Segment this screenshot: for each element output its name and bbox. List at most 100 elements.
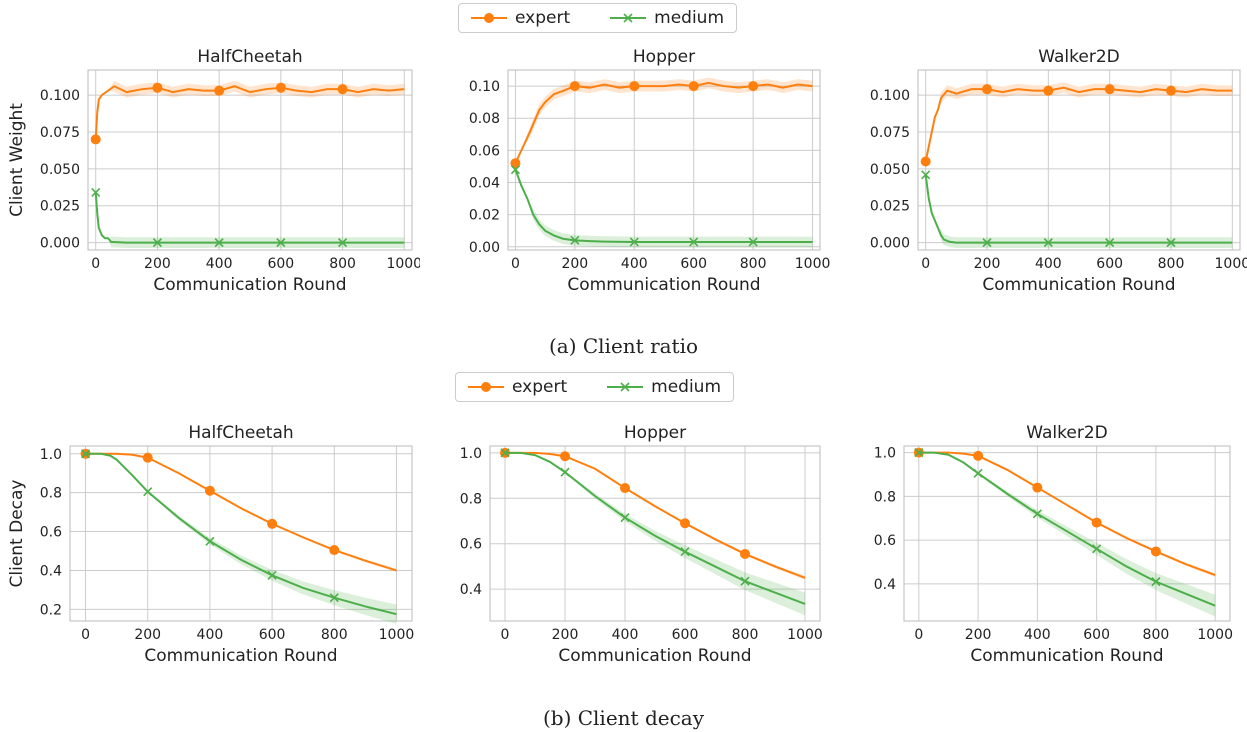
series-line-expert	[924, 86, 1233, 162]
marker-medium	[982, 238, 992, 248]
marker-medium	[560, 467, 570, 477]
marker-medium	[973, 468, 983, 478]
y-tick-label: 0.050	[870, 162, 910, 178]
x-tick-label: 800	[1143, 627, 1170, 643]
y-tick-label: 0.8	[460, 491, 482, 507]
y-tick-label: 0.4	[40, 563, 62, 579]
y-tick-label: 0.2	[40, 602, 62, 618]
x-tick-label: 400	[206, 256, 233, 272]
series-band-expert	[95, 80, 405, 140]
marker-expert	[329, 545, 340, 556]
series-band-expert	[515, 77, 813, 164]
x-tick-label: 400	[1024, 627, 1051, 643]
y-tick-label: 0.02	[469, 208, 500, 224]
x-tick-label: 0	[501, 627, 510, 643]
x-tick-label: 800	[1158, 256, 1185, 272]
marker-expert	[267, 518, 278, 529]
chart-client-decay-walker2d: Walker2D 0 200 400 600 800 1000 0.4 0.6 0.8 1.0 Com…	[874, 423, 1233, 666]
x-tick-label: 600	[672, 627, 699, 643]
chart-client-decay-halfcheetah: HalfCheetah 0 200 400 600 800 1000 0.2 0.4 0.6 0.8…	[7, 423, 415, 666]
x-tick-label: 800	[321, 627, 348, 643]
chart-title: Hopper	[633, 47, 695, 67]
legend-expert-marker	[471, 13, 507, 23]
x-tick-label: 400	[197, 627, 224, 643]
chart-client-weight-halfcheetah: HalfCheetah 0 200 400 600 800 1000 0.000 0.025 0.…	[7, 47, 420, 295]
marker-medium	[1032, 509, 1042, 519]
marker-medium	[1043, 238, 1053, 248]
marker-medium	[748, 237, 758, 247]
marker-expert	[1104, 84, 1115, 95]
legend-label-medium: medium	[654, 8, 725, 28]
plot-frame	[489, 445, 821, 622]
series-band-medium	[95, 192, 405, 249]
plot-frame	[903, 445, 1231, 622]
chart-title: Walker2D	[1026, 423, 1107, 443]
y-tick-label: 0.8	[874, 489, 896, 505]
marker-medium	[680, 547, 690, 557]
x-tick-label: 800	[329, 256, 356, 272]
y-tick-label: 0.6	[874, 533, 896, 549]
marker-medium	[620, 513, 630, 523]
x-axis-label: Communication Round	[567, 275, 760, 295]
legend-item-expert-b: expert	[468, 377, 567, 397]
marker-medium	[1092, 544, 1102, 554]
x-tick-label: 200	[965, 627, 992, 643]
marker-medium	[80, 449, 91, 459]
y-tick-label: 0.6	[460, 537, 482, 553]
y-tick-label: 0.04	[469, 176, 500, 192]
x-tick-label: 0	[91, 256, 100, 272]
series-band-expert	[85, 453, 397, 572]
chart-title: HalfCheetah	[188, 423, 293, 443]
y-tick-label: 0.100	[870, 88, 910, 104]
marker-expert	[152, 82, 163, 93]
x-tick-label: 1000	[795, 256, 830, 272]
marker-medium	[921, 170, 931, 180]
y-tick-label: 0.4	[460, 582, 482, 598]
x-axis-label: Communication Round	[970, 646, 1163, 666]
marker-medium	[91, 187, 101, 198]
legend-top: expert medium	[458, 3, 738, 33]
y-tick-label: 1.0	[874, 446, 896, 462]
x-tick-label: 200	[552, 627, 579, 643]
legend-item-medium: medium	[610, 8, 724, 28]
y-tick-label: 0.100	[40, 88, 80, 104]
marker-expert	[275, 82, 286, 93]
chart-client-weight-hopper: Hopper 0 200 400 600 800 1000 0.00 0.02 0.04 0.06 0…	[469, 47, 830, 295]
x-tick-label: 1000	[379, 627, 415, 643]
chart-title: Walker2D	[1038, 47, 1119, 67]
plot-frame	[917, 69, 1241, 251]
marker-expert	[214, 85, 225, 96]
y-tick-label: 0.075	[40, 125, 80, 141]
x-tick-label: 1000	[1215, 256, 1247, 272]
x-tick-label: 200	[134, 627, 161, 643]
marker-medium	[1151, 577, 1161, 587]
legend-label-expert: expert	[515, 8, 571, 28]
marker-medium	[570, 235, 580, 245]
marker-medium	[276, 238, 286, 248]
x-tick-label: 200	[561, 256, 588, 272]
legend-bottom: expert medium	[455, 372, 735, 402]
y-tick-label: 0.8	[40, 486, 62, 502]
marker-expert	[688, 81, 699, 92]
legend-item-medium-b: medium	[607, 377, 721, 397]
y-tick-label: 0.06	[469, 143, 500, 159]
marker-expert	[142, 452, 153, 463]
marker-medium	[152, 238, 162, 248]
marker-expert	[680, 518, 690, 529]
marker-expert	[740, 548, 750, 559]
marker-medium	[740, 576, 750, 586]
series-line-expert	[85, 452, 397, 572]
x-tick-label: 600	[1096, 256, 1123, 272]
y-axis-label: Client Weight	[7, 103, 27, 217]
x-tick-label: 1000	[787, 627, 823, 643]
marker-expert	[620, 483, 630, 494]
y-tick-label: 0.08	[469, 111, 500, 127]
x-axis-label: Communication Round	[558, 646, 751, 666]
legend-expert-marker-b	[468, 382, 504, 392]
marker-medium	[510, 165, 520, 175]
marker-expert	[560, 451, 570, 462]
series-band-medium	[925, 174, 1233, 249]
chart-title: Hopper	[624, 423, 686, 443]
x-tick-label: 0	[921, 256, 930, 272]
y-tick-label: 1.0	[40, 447, 62, 463]
